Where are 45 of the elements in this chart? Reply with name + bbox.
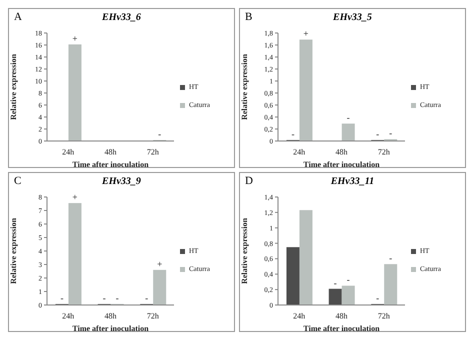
text: B	[245, 11, 252, 23]
x-tick-label: 72h	[146, 148, 159, 157]
x-tick-label: 72h	[378, 312, 390, 321]
data-label: -	[291, 129, 294, 139]
x-tick-label: 24h	[293, 312, 306, 321]
x-tick-label: 72h	[378, 148, 390, 157]
data-label: -	[346, 274, 350, 285]
x-tick-label: 24h	[62, 148, 74, 157]
x-tick-label: 24h	[62, 312, 74, 321]
x-axis-title: Time after inoculation	[303, 160, 380, 169]
data-label: +	[72, 192, 78, 202]
x-axis-title: Time after inoculation	[72, 324, 150, 333]
data-label: -	[158, 129, 162, 139]
x-tick-label: 24h	[293, 148, 306, 157]
text: C	[14, 175, 22, 187]
data-label: -	[102, 293, 106, 303]
data-label: -	[376, 293, 380, 303]
data-label: +	[157, 258, 162, 269]
x-tick-label: 48h	[336, 312, 348, 321]
x-axis-title: Time after inoculation	[303, 324, 380, 333]
x-tick-label: 48h	[104, 312, 116, 321]
chart-title: EHv33_11	[330, 176, 374, 187]
x-tick-label: 48h	[104, 148, 116, 157]
chart-title: EHv33_5	[333, 12, 372, 23]
data-label: -	[346, 112, 350, 123]
x-axis-title: Time after inoculation	[72, 160, 150, 169]
data-label: +	[303, 28, 309, 39]
x-tick-label: 48h	[336, 148, 348, 157]
data-label: -	[376, 129, 380, 139]
text: D	[245, 175, 253, 187]
data-label: -	[145, 293, 148, 303]
data-label: -	[116, 292, 119, 303]
y-axis-title: Relative expression	[8, 218, 18, 284]
y-axis-title: Relative expression	[8, 54, 18, 120]
data-label: -	[389, 128, 392, 138]
data-label: -	[60, 293, 64, 303]
data-label: -	[389, 253, 392, 264]
y-axis-title: Relative expression	[240, 218, 249, 284]
data-label: +	[72, 33, 78, 44]
chart-title: EHv33_6	[102, 12, 141, 23]
y-axis-title: Relative expression	[240, 54, 249, 120]
data-label: -	[334, 278, 337, 288]
x-tick-label: 72h	[146, 312, 159, 321]
chart-title: EHv33_9	[102, 176, 141, 187]
text: A	[14, 11, 22, 23]
